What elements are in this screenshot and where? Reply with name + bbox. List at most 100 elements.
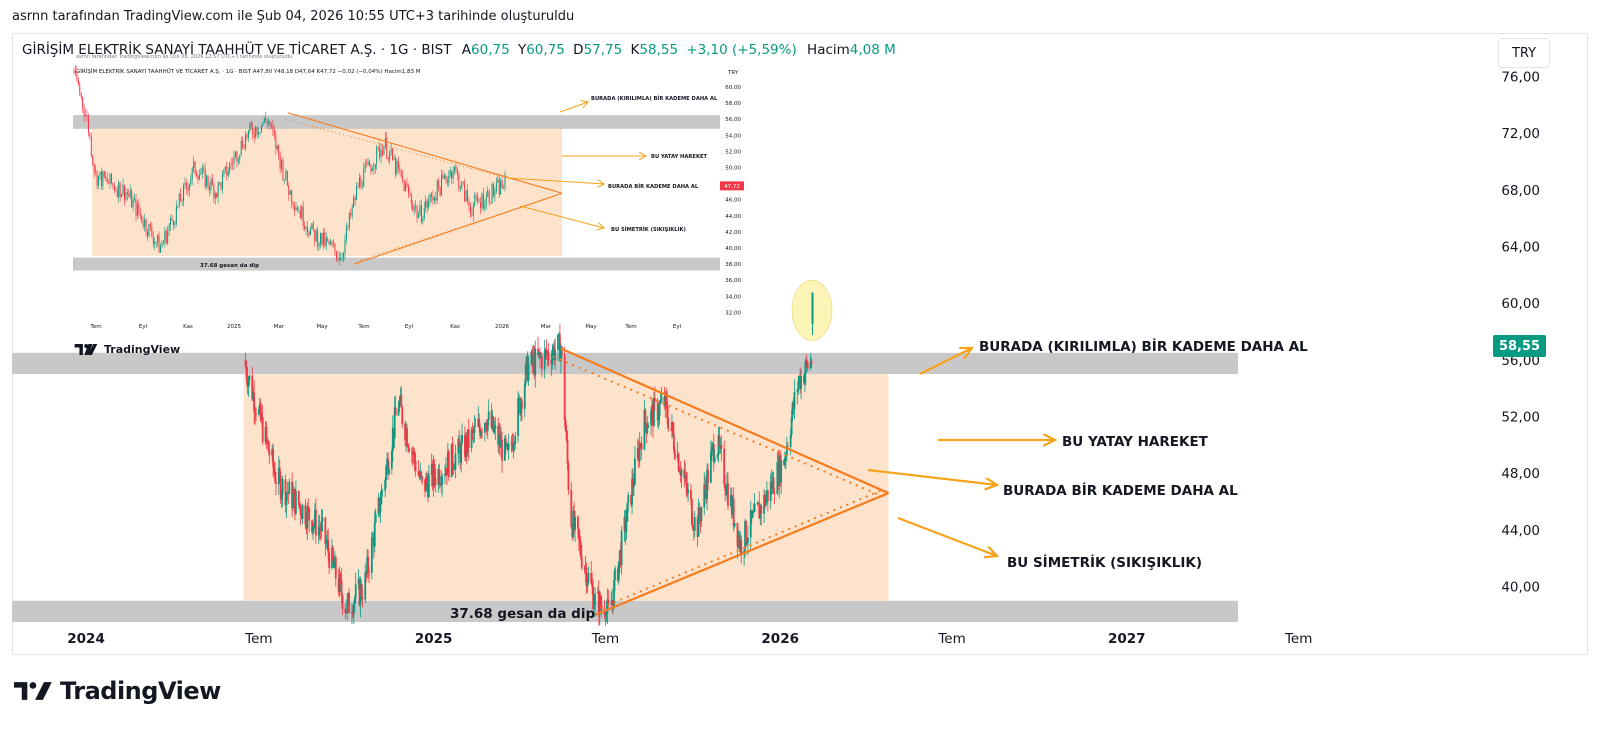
candle xyxy=(570,482,573,529)
inset-candle xyxy=(121,193,123,198)
inset-candle xyxy=(319,232,321,249)
candle xyxy=(705,479,708,505)
candle xyxy=(773,487,776,505)
candle xyxy=(524,361,527,387)
candle xyxy=(273,461,275,475)
candle xyxy=(406,424,408,447)
inset-candle xyxy=(317,226,319,251)
inset-candle xyxy=(314,229,316,247)
inset-candle xyxy=(305,225,307,236)
candle xyxy=(487,399,490,426)
inset-candle xyxy=(135,194,137,222)
candle xyxy=(663,386,666,410)
inset-candle xyxy=(484,199,486,212)
inset-annotation-1: BU YATAY HAREKET xyxy=(651,154,708,160)
candle xyxy=(318,514,321,541)
candle xyxy=(624,509,627,545)
candle xyxy=(751,509,754,519)
inset-candle xyxy=(487,186,489,198)
candle xyxy=(368,566,370,584)
y-tick-label: 72,00 xyxy=(1501,126,1540,142)
candle xyxy=(385,463,388,488)
candle xyxy=(253,380,256,425)
candle xyxy=(596,586,599,595)
candle xyxy=(799,367,802,394)
candle xyxy=(711,441,714,456)
candle xyxy=(417,460,420,477)
inset-candle xyxy=(109,173,111,189)
legend-low-label: D xyxy=(573,42,584,58)
x-tick-label: Tem xyxy=(937,631,965,647)
inset-candle xyxy=(294,201,296,217)
annotation-label-0: BURADA (KIRILIMLA) BİR KADEME DAHA AL xyxy=(979,338,1308,355)
candle xyxy=(780,453,783,494)
candle xyxy=(264,421,267,445)
inset-candle xyxy=(76,65,78,82)
inset-candle xyxy=(288,182,290,201)
chart-frame[interactable] xyxy=(12,33,1588,655)
inset-candle xyxy=(245,130,247,152)
candle xyxy=(604,611,607,626)
inset-candle xyxy=(187,182,189,197)
candle xyxy=(275,471,277,495)
candle xyxy=(577,528,580,552)
candle xyxy=(750,509,753,524)
inset-x-tick: Tem xyxy=(89,324,101,330)
candle xyxy=(574,510,576,543)
candle xyxy=(564,416,567,432)
inset-candle xyxy=(492,182,494,199)
candle xyxy=(426,471,428,490)
candle xyxy=(532,344,535,373)
candle xyxy=(438,463,441,489)
candle xyxy=(678,466,681,473)
inset-legend: GİRİŞİM ELEKTRİK SANAYİ TAAHHÜT VE TİCAR… xyxy=(76,68,421,75)
candle xyxy=(565,424,568,443)
inset-y-tick: 52,00 xyxy=(725,149,741,155)
candle xyxy=(311,519,313,535)
candle xyxy=(511,433,514,452)
candle xyxy=(247,376,250,397)
candle xyxy=(492,415,495,434)
inset-candle xyxy=(96,170,98,190)
x-tick-label: 2026 xyxy=(761,631,799,647)
inset-candle xyxy=(149,222,151,232)
last-candle xyxy=(811,292,814,336)
candle xyxy=(265,421,268,449)
x-tick-label: Tem xyxy=(244,631,272,647)
inset-candle xyxy=(387,157,389,163)
inset-candle xyxy=(296,205,298,211)
candle xyxy=(731,495,734,519)
candle xyxy=(351,603,353,624)
inset-candle xyxy=(126,188,128,201)
candle xyxy=(646,415,649,435)
candle xyxy=(707,464,709,491)
candle xyxy=(313,518,315,534)
candle xyxy=(404,420,407,447)
inset-candle xyxy=(386,132,388,160)
candle xyxy=(672,422,675,454)
candle xyxy=(637,440,640,469)
inset-candle xyxy=(214,191,216,205)
candle xyxy=(425,472,427,492)
candle xyxy=(398,396,401,413)
inset-candle xyxy=(159,242,161,254)
inset-candle xyxy=(102,170,104,190)
currency-button[interactable]: TRY xyxy=(1498,38,1550,68)
inset-candle xyxy=(416,204,418,223)
inset-candle xyxy=(448,170,450,188)
inset-candle xyxy=(441,169,443,196)
candle xyxy=(573,501,576,534)
candle xyxy=(384,476,387,498)
inset-candle xyxy=(255,125,257,140)
inset-candle xyxy=(500,177,502,195)
candle xyxy=(643,399,646,451)
candle xyxy=(307,498,310,512)
candle xyxy=(620,526,623,575)
candle xyxy=(430,453,433,487)
candle xyxy=(479,422,482,440)
brand-logo[interactable]: TradingView xyxy=(14,677,221,705)
candle xyxy=(433,459,436,489)
inset-candle xyxy=(278,144,280,161)
candle xyxy=(553,340,556,366)
